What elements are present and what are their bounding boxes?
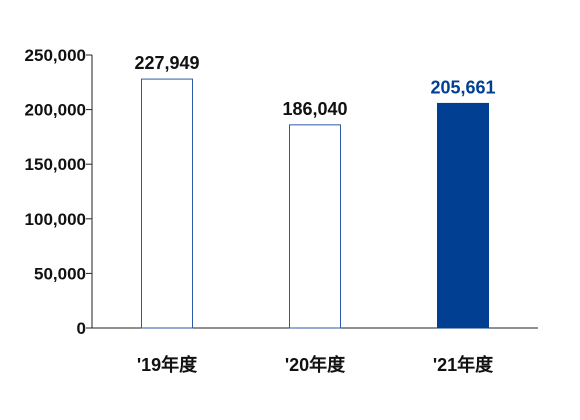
y-tick-label: 0 [77,319,86,338]
bar [141,78,193,329]
x-tick-label: '20年度 [285,354,346,375]
data-label: 227,949 [134,53,199,73]
data-label: 205,661 [430,77,495,97]
bar [289,124,341,329]
bar [437,102,489,329]
y-tick-label: 50,000 [34,264,86,283]
labels: 227,949 '19年度 186,040 '20年度 205,661 '21年度 [134,53,495,375]
y-tick-label: 150,000 [25,155,86,174]
axes: 0 50,000 100,000 150,000 200,000 250,000 [25,46,538,338]
y-tick-label: 100,000 [25,210,86,229]
x-tick-label: '21年度 [433,354,494,375]
x-tick-label: '19年度 [137,354,198,375]
y-tick-label: 250,000 [25,46,86,65]
bars [141,78,489,329]
data-label: 186,040 [282,99,347,119]
y-tick-label: 200,000 [25,101,86,120]
